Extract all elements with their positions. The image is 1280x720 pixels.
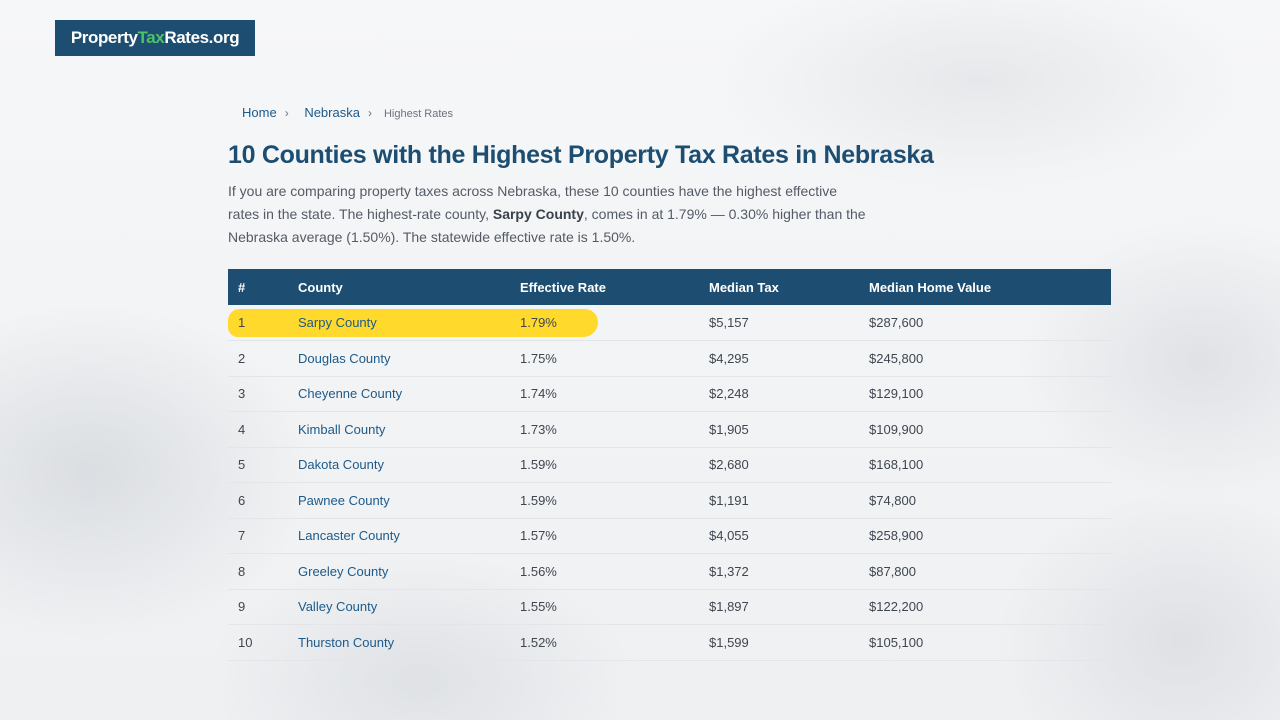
table-header-row: # County Effective Rate Median Tax Media… xyxy=(228,269,1111,305)
cell-effective-rate: 1.74% xyxy=(520,386,557,402)
intro-paragraph: If you are comparing property taxes acro… xyxy=(228,180,868,249)
cell-median-home-value: $109,900 xyxy=(869,421,924,437)
cell-county: Dakota County xyxy=(288,447,510,483)
cell-county: Cheyenne County xyxy=(288,376,510,412)
cell-effective-rate: 1.59% xyxy=(520,492,557,508)
header-median-tax: Median Tax xyxy=(709,279,779,295)
cell-rank: 6 xyxy=(238,492,246,508)
cell-effective-rate: 1.55% xyxy=(520,599,557,615)
cell-county: Sarpy County xyxy=(288,305,510,341)
logo-text-rates: Rates.org xyxy=(164,28,240,47)
cell-rank: 8 xyxy=(238,563,246,579)
breadcrumb-state-link[interactable]: Nebraska xyxy=(304,105,360,120)
cell-median-home-value: $87,800 xyxy=(869,563,916,579)
logo-text-property: Property xyxy=(70,28,138,47)
cell-median-home-value: $129,100 xyxy=(869,386,924,402)
breadcrumb-current: Highest Rates xyxy=(383,108,454,120)
cell-effective-rate: 1.52% xyxy=(520,634,557,650)
cell-rank: 5 xyxy=(238,457,246,473)
header-median-home-value: Median Home Value xyxy=(869,279,992,295)
cell-median-home-value: $245,800 xyxy=(869,350,924,366)
county-link[interactable]: Lancaster County xyxy=(298,528,400,544)
cell-county: Lancaster County xyxy=(288,518,510,554)
breadcrumb-separator: › xyxy=(367,106,372,120)
cell-effective-rate: 1.57% xyxy=(520,528,557,544)
breadcrumb-home-link[interactable]: Home xyxy=(242,105,277,120)
table-row: 1 Sarpy County 1.79% $5,157 $287,600 xyxy=(228,305,1111,341)
cell-median-tax: $1,905 xyxy=(709,421,749,437)
cell-county: Valley County xyxy=(288,589,510,625)
cell-median-tax: $1,191 xyxy=(709,492,749,508)
county-link[interactable]: Douglas County xyxy=(298,350,391,366)
county-link[interactable]: Greeley County xyxy=(298,563,389,579)
cell-rank: 7 xyxy=(238,528,246,544)
table-row: 2 Douglas County 1.75% $4,295 $245,800 xyxy=(228,341,1111,377)
cell-median-tax: $1,372 xyxy=(709,563,749,579)
cell-median-home-value: $122,200 xyxy=(869,599,924,615)
cell-county: Douglas County xyxy=(288,341,510,377)
cell-median-tax: $4,295 xyxy=(709,350,749,366)
table-header: # County Effective Rate Median Tax Media… xyxy=(228,269,1111,305)
header-county: County xyxy=(298,279,343,295)
county-link[interactable]: Sarpy County xyxy=(298,315,377,330)
cell-median-tax: $2,248 xyxy=(709,386,749,402)
cell-effective-rate: 1.73% xyxy=(520,421,557,437)
cell-county: Pawnee County xyxy=(288,483,510,519)
header-effective-rate: Effective Rate xyxy=(520,279,606,295)
cell-median-home-value: $287,600 xyxy=(869,315,924,330)
cell-median-home-value: $168,100 xyxy=(869,457,924,473)
main-content: Home › Nebraska › Highest Rates 10 Counties… xyxy=(228,100,1111,661)
cell-median-home-value: $74,800 xyxy=(869,492,916,508)
table-row: 4 Kimball County 1.73% $1,905 $109,900 xyxy=(228,412,1111,448)
county-link[interactable]: Cheyenne County xyxy=(298,386,403,402)
county-link[interactable]: Valley County xyxy=(298,599,378,615)
intro-bold-county: Sarpy County xyxy=(492,206,584,222)
cell-median-home-value: $258,900 xyxy=(869,528,924,544)
cell-median-tax: $1,897 xyxy=(709,599,749,615)
page-title: 10 Counties with the Highest Property Ta… xyxy=(228,141,934,169)
cell-median-tax: $5,157 xyxy=(709,315,749,330)
cell-median-home-value: $105,100 xyxy=(869,634,924,650)
cell-median-tax: $4,055 xyxy=(709,528,749,544)
breadcrumb: Home › Nebraska › Highest Rates xyxy=(242,100,1111,126)
cell-median-tax: $1,599 xyxy=(709,634,749,650)
cell-effective-rate: 1.75% xyxy=(520,350,557,366)
county-link[interactable]: Pawnee County xyxy=(298,492,390,508)
cell-rank: 10 xyxy=(238,634,253,650)
site-logo[interactable]: PropertyTaxRates.org xyxy=(55,20,255,56)
cell-effective-rate: 1.56% xyxy=(520,563,557,579)
cell-rank: 2 xyxy=(238,350,246,366)
table-row: 7 Lancaster County 1.57% $4,055 $258,900 xyxy=(228,518,1111,554)
table-row: 3 Cheyenne County 1.74% $2,248 $129,100 xyxy=(228,376,1111,412)
table-row: 10 Thurston County 1.52% $1,599 $105,100 xyxy=(228,625,1111,661)
header-rank: # xyxy=(238,279,246,295)
row-highlight-marker xyxy=(228,309,598,337)
cell-rank: 3 xyxy=(238,386,246,402)
cell-county: Kimball County xyxy=(288,412,510,448)
breadcrumb-separator: › xyxy=(284,106,289,120)
intro-text-start: If you are comparing property taxes acro… xyxy=(228,183,838,222)
intro-text-end: , comes in at 1.79% — 0.30% higher than … xyxy=(228,206,866,245)
table-row: 9 Valley County 1.55% $1,897 $122,200 xyxy=(228,589,1111,625)
county-link[interactable]: Kimball County xyxy=(298,421,386,437)
cell-county: Thurston County xyxy=(288,625,510,661)
county-link[interactable]: Dakota County xyxy=(298,457,384,473)
cell-effective-rate: 1.59% xyxy=(520,457,557,473)
cell-rank: 9 xyxy=(238,599,246,615)
table-body: 1 Sarpy County 1.79% $5,157 $287,600 2 Douglas… xyxy=(228,305,1111,660)
counties-table: # County Effective Rate Median Tax Media… xyxy=(228,269,1111,661)
table-row: 6 Pawnee County 1.59% $1,191 $74,800 xyxy=(228,483,1111,519)
cell-median-tax: $2,680 xyxy=(709,457,749,473)
county-link[interactable]: Thurston County xyxy=(298,634,395,650)
cell-rank: 4 xyxy=(238,421,246,437)
cell-effective-rate: 1.79% xyxy=(520,315,557,330)
table-row: 8 Greeley County 1.56% $1,372 $87,800 xyxy=(228,554,1111,590)
table-row: 5 Dakota County 1.59% $2,680 $168,100 xyxy=(228,447,1111,483)
cell-county: Greeley County xyxy=(288,554,510,590)
cell-rank: 1 xyxy=(238,315,246,330)
logo-text-tax: Tax xyxy=(137,28,165,47)
